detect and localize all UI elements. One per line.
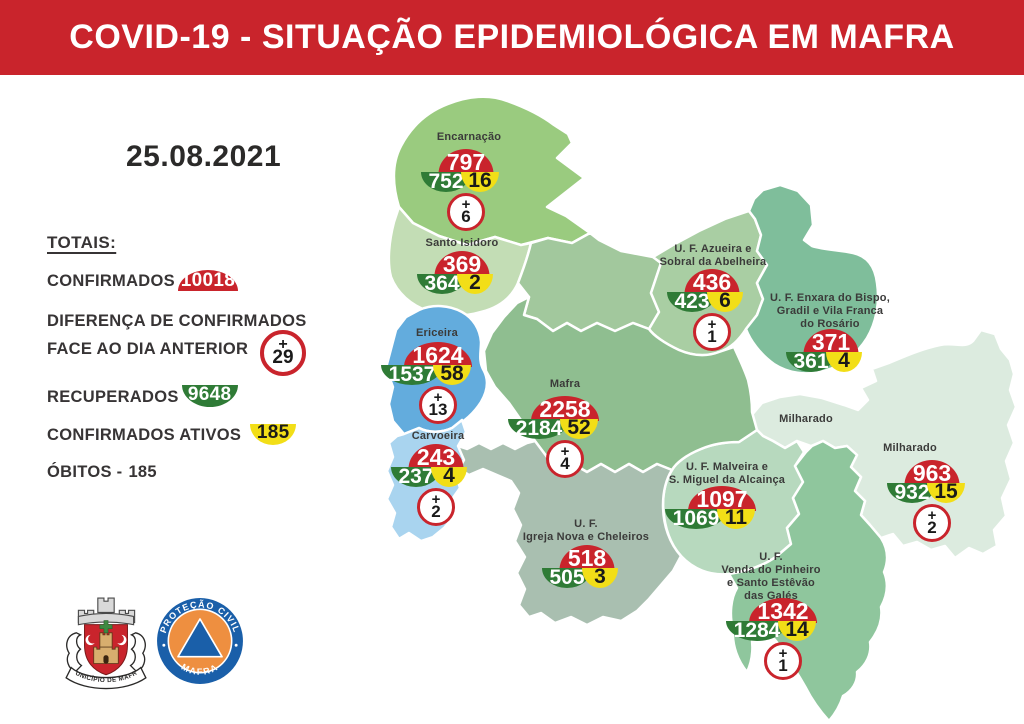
page-title: COVID-19 - SITUAÇÃO EPIDEMIOLÓGICA EM MA…: [69, 18, 955, 56]
region-shape-encarnacao: [392, 95, 592, 247]
green-cross: [99, 620, 113, 634]
total-deaths-label: ÓBITOS -: [47, 463, 123, 481]
diff-delta-circle: + 29: [260, 330, 306, 376]
total-active-row: CONFIRMADOS ATIVOS 185: [47, 423, 297, 445]
region-shape-mafra-north: [516, 231, 663, 333]
protecao-civil-logo: PROTEÇÃO CIVIL MAFRA: [157, 598, 243, 684]
diff-value: 29: [272, 347, 294, 368]
civil-bottom-text: MAFRA: [180, 662, 219, 677]
total-active-label: CONFIRMADOS ATIVOS: [47, 426, 242, 444]
total-active-badge: 185: [250, 423, 297, 445]
mafra-coat-of-arms-logo: MUNICÍPIO DE MAFRA: [60, 583, 147, 690]
region-shape-ericeira: [384, 304, 489, 436]
crescent-left: [85, 634, 95, 646]
diff-label-line2: FACE AO DIA ANTERIOR: [47, 340, 249, 358]
total-deaths-row: ÓBITOS - 185: [47, 463, 157, 482]
total-confirmed-badge: 10018: [177, 270, 238, 291]
svg-text:MAFRA: MAFRA: [180, 662, 221, 677]
totals-heading: TOTAIS:: [47, 233, 117, 252]
total-confirmed-row: CONFIRMADOS 10018: [47, 270, 238, 291]
civil-dot-left: [162, 643, 166, 647]
region-shape-enxara: [744, 183, 880, 375]
crescent-right: [117, 634, 127, 646]
header-banner: COVID-19 - SITUAÇÃO EPIDEMIOLÓGICA EM MA…: [0, 0, 1024, 75]
region-shape-carvoeira: [385, 418, 468, 543]
total-recovered-badge: 9648: [181, 385, 238, 407]
castle-tower: [99, 632, 113, 648]
plus-sign: +: [278, 336, 288, 353]
banner-ribbon: [65, 666, 147, 690]
crown-tower: [97, 597, 115, 613]
castle-wall: [93, 646, 119, 664]
total-recovered-label: RECUPERADOS: [47, 388, 179, 406]
total-confirmed-label: CONFIRMADOS: [47, 272, 175, 290]
region-shape-venda-pinheiro: [727, 439, 889, 723]
report-date: 25.08.2021: [126, 140, 282, 173]
castle-door: [103, 655, 109, 664]
civil-dot-right: [234, 643, 238, 647]
scroll-right: [129, 632, 146, 673]
scroll-left: [66, 632, 83, 673]
diff-label-line1: DIFERENÇA DE CONFIRMADOS: [47, 312, 307, 330]
total-recovered-row: RECUPERADOS 9648: [47, 385, 238, 407]
total-deaths-value: 185: [128, 463, 157, 481]
crown-base: [77, 612, 135, 626]
civil-triangle: [177, 618, 223, 658]
